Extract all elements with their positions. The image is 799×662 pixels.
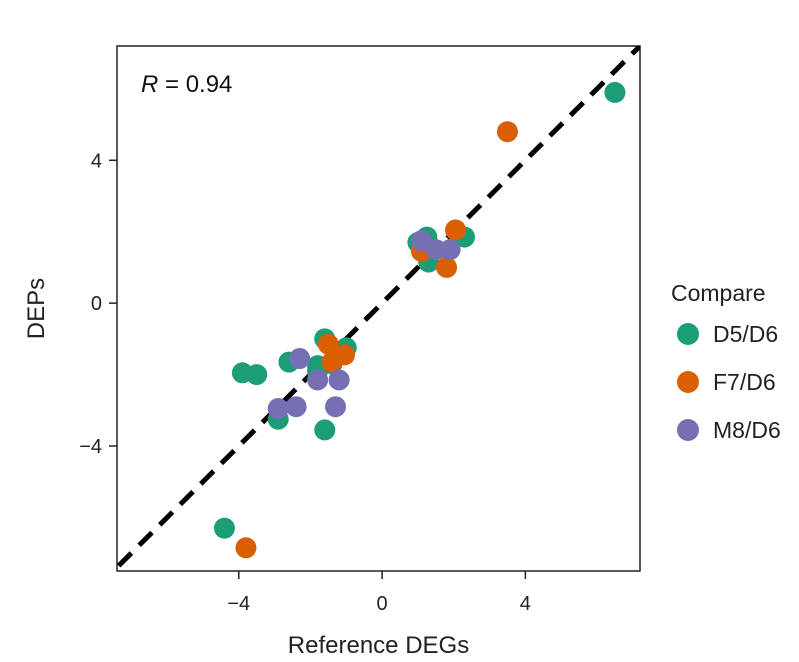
point-m8-d6 [285, 396, 307, 418]
x-tick-label: 4 [520, 593, 531, 615]
point-m8-d6 [328, 369, 350, 391]
r-annotation: R = 0.94 [141, 71, 232, 98]
point-f7-d6 [317, 333, 339, 355]
x-axis-title: Reference DEGs [288, 632, 469, 659]
legend-title: Compare [671, 280, 766, 306]
point-d5-d6 [246, 364, 268, 386]
legend-swatch-f7-d6 [677, 371, 699, 393]
legend-swatch-m8-d6 [677, 419, 699, 441]
point-d5-d6 [604, 81, 626, 103]
point-d5-d6 [314, 419, 336, 441]
legend-label-d5-d6: D5/D6 [713, 321, 778, 347]
legend-label-m8-d6: M8/D6 [713, 417, 781, 443]
r-value: = 0.94 [158, 71, 232, 98]
y-axis-title: DEPs [23, 278, 50, 339]
legend: Compare D5/D6 F7/D6 M8/D6 [671, 280, 781, 443]
point-f7-d6 [321, 351, 343, 373]
point-m8-d6 [289, 348, 311, 369]
y-tick-label: 4 [91, 150, 102, 172]
reference-line [117, 46, 640, 571]
point-f7-d6 [436, 256, 458, 278]
legend-label-f7-d6: F7/D6 [713, 369, 776, 395]
r-symbol: R [141, 71, 158, 98]
plot-frame [116, 45, 641, 572]
legend-swatch-d5-d6 [677, 323, 699, 345]
point-f7-d6 [235, 537, 257, 559]
x-tick-label: −4 [227, 593, 250, 615]
point-m8-d6 [307, 369, 329, 391]
point-f7-d6 [445, 219, 467, 241]
y-tick-label: 0 [91, 293, 102, 315]
point-f7-d6 [496, 121, 518, 143]
point-m8-d6 [267, 398, 289, 419]
point-d5-d6 [213, 517, 235, 539]
x-tick-label: 0 [377, 593, 388, 615]
y-tick-label: −4 [79, 436, 102, 458]
point-m8-d6 [439, 239, 461, 261]
point-m8-d6 [325, 396, 347, 418]
